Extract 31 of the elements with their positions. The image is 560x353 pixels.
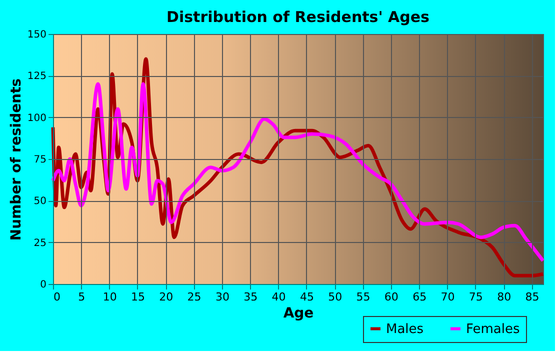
x-tick-label: 25 [187,290,202,304]
x-tick-label: 35 [244,290,258,304]
x-tick-label: 5 [78,290,86,304]
y-axis-title: Number of residents [8,78,24,241]
chart-title: Distribution of Residents' Ages [166,8,430,26]
x-tick-label: 85 [525,290,540,304]
y-tick-label: 150 [27,30,46,40]
x-tick-label: 50 [328,290,342,304]
x-tick-label: 40 [272,290,286,304]
x-tick-label: 10 [102,290,117,304]
x-tick-label: 15 [130,290,145,304]
y-tick-label: 25 [34,238,46,249]
x-tick-label: 30 [215,290,230,304]
x-tick-label: 75 [468,290,483,304]
y-tick-label: 125 [27,71,46,82]
x-tick-label: 80 [497,290,512,304]
x-tick-label: 70 [440,290,455,304]
y-tick-label: 50 [34,196,46,208]
y-tick-label: 100 [27,112,46,124]
y-tick-label: 75 [34,154,46,166]
line-series [51,82,545,262]
legend-label: Females [466,322,520,337]
x-axis-title: Age [283,306,314,322]
y-tick-label: 0 [40,280,46,290]
x-tick-label: 20 [159,290,174,304]
x-tick-label: 0 [54,290,60,304]
legend-label: Males [386,322,424,337]
x-tick-label: 55 [356,290,370,304]
x-tick-label: 60 [384,290,398,304]
x-tick-label: 65 [412,290,427,304]
x-tick-label: 45 [300,290,314,304]
